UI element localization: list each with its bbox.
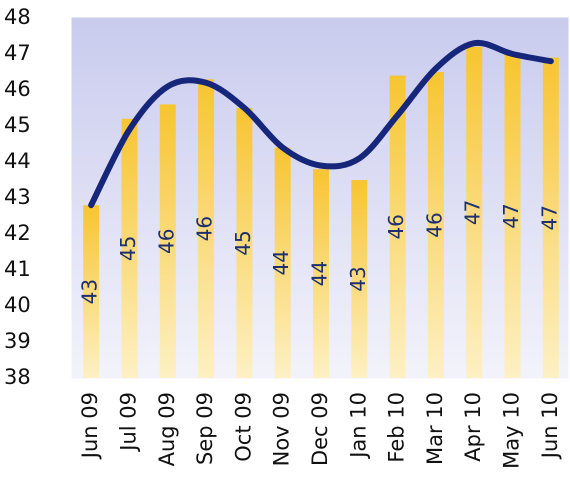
- trend-line: [88, 39, 554, 209]
- x-tick-label: Jan 10: [346, 392, 370, 460]
- y-tick-label: 48: [4, 5, 31, 29]
- bar: [542, 57, 559, 378]
- value-label: 44: [308, 261, 332, 286]
- y-tick-label: 43: [4, 185, 31, 209]
- value-label: 47: [461, 200, 485, 225]
- value-label: 46: [422, 212, 446, 237]
- value-label: 45: [231, 230, 255, 255]
- value-label: 47: [537, 205, 561, 230]
- x-tick-label: Aug 09: [155, 392, 179, 466]
- y-tick-label: 38: [4, 365, 31, 389]
- value-label: 44: [269, 250, 293, 275]
- value-label: 43: [78, 279, 102, 304]
- bar: [274, 147, 291, 378]
- x-tick-label: Jun 09: [78, 392, 102, 460]
- x-tick-label: Sep 09: [193, 392, 217, 465]
- y-tick-label: 44: [4, 149, 31, 173]
- x-tick-label: Dec 09: [308, 392, 332, 466]
- bar: [198, 79, 215, 378]
- bar: [466, 46, 483, 379]
- x-tick-label: Mar 10: [423, 392, 447, 465]
- y-tick-label: 39: [4, 329, 31, 353]
- value-label: 46: [154, 228, 178, 253]
- value-label: 45: [116, 236, 140, 261]
- x-tick-label: May 10: [500, 392, 524, 469]
- x-tick-label: Feb 10: [385, 392, 409, 463]
- x-tick-label: Jul 09: [116, 392, 140, 453]
- bar: [427, 72, 444, 378]
- y-tick-label: 42: [4, 221, 31, 245]
- y-tick-label: 47: [4, 41, 31, 65]
- value-label: 46: [384, 214, 408, 239]
- y-tick-label: 46: [4, 77, 31, 101]
- x-tick-label: Apr 10: [461, 392, 485, 462]
- bar: [121, 118, 138, 379]
- value-label: 46: [193, 216, 217, 241]
- value-label: 47: [499, 203, 523, 228]
- y-tick-label: 41: [4, 257, 31, 281]
- bar: [83, 205, 100, 378]
- bar: [504, 54, 521, 378]
- y-tick-label: 40: [4, 293, 31, 317]
- bar: [236, 108, 253, 378]
- y-tick-label: 45: [4, 113, 31, 137]
- x-tick-label: Jun 10: [538, 392, 562, 460]
- bar: [159, 104, 176, 379]
- bar: [351, 180, 368, 378]
- value-label: 43: [346, 266, 370, 291]
- bar: [389, 75, 406, 378]
- bar: [313, 169, 329, 378]
- x-tick-label: Oct 09: [231, 392, 255, 462]
- x-tick-label: Nov 09: [270, 392, 294, 466]
